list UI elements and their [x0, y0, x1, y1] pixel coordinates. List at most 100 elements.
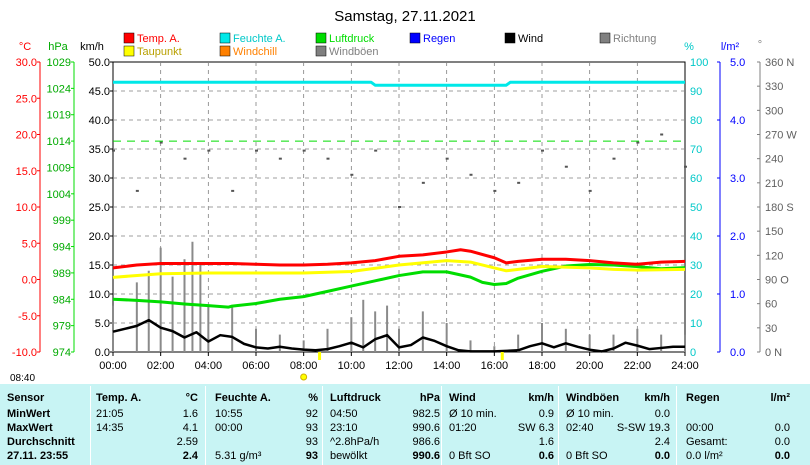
column-separator	[558, 386, 559, 465]
temp-tick-label: 30.0	[16, 57, 37, 69]
direction-point	[183, 157, 187, 160]
press-value: 982.5	[412, 408, 440, 420]
wind-tick-label: 25.0	[89, 202, 110, 214]
humid-value: 93	[305, 436, 318, 448]
gust-value: S-SW 19.3	[616, 422, 670, 434]
temp-tick-label: -5.0	[18, 311, 37, 323]
axes: °C hPa km/h% l/m² ° 30.0 25.0 20.0 15.0 10.0 5.0 0.…	[12, 39, 797, 372]
legend-swatch	[599, 32, 611, 44]
humid-tick-label: 0	[690, 347, 696, 359]
table-header-row: Sensor Temp. A. °C Feuchte A.% Luftdruck hPa W…	[0, 392, 810, 405]
humid-tick-label: 50	[690, 202, 702, 214]
wind-tick-label: 40.0	[89, 115, 110, 127]
time-tick-label: 04:00	[195, 360, 223, 372]
direction-point	[541, 149, 544, 152]
rain-value: 0.0	[774, 450, 790, 462]
gust-time: 02:40	[566, 422, 594, 434]
direction-point	[350, 173, 354, 176]
rain-tick-label: 3.0	[730, 173, 745, 185]
direction-point	[421, 181, 425, 184]
legend-label: Feuchte A.	[233, 33, 286, 45]
time-tick-label: 16:00	[481, 360, 509, 372]
temp-time: 14:35	[96, 422, 124, 434]
direction-point	[445, 157, 449, 160]
rain-tick-label: 0.0	[730, 347, 745, 359]
direction-point	[517, 181, 521, 184]
direction-point	[588, 189, 592, 192]
dir-tick-label: 330	[765, 81, 783, 93]
header-gust: Windböen	[566, 392, 620, 404]
humid-tick-label: 40	[690, 231, 702, 243]
humid-value: 93	[305, 422, 318, 434]
press-tick-label: 984	[53, 294, 71, 306]
direction-point	[374, 149, 378, 152]
humid-time: 10:55	[215, 408, 243, 420]
time-tick-label: 14:00	[433, 360, 461, 372]
plot-area	[112, 61, 687, 353]
column-separator	[441, 386, 442, 465]
legend-label: Richtung	[613, 33, 656, 45]
time-tick-label: 08:00	[290, 360, 318, 372]
dir-tick-label: 60	[765, 299, 777, 311]
wind-value: SW 6.3	[517, 422, 554, 434]
sun-icon	[300, 373, 308, 381]
press-time: bewölkt	[330, 450, 368, 462]
temp-value: 4.1	[182, 422, 198, 434]
time-tick-label: 10:00	[338, 360, 366, 372]
wind-value: 1.6	[538, 436, 554, 448]
header-humid: Feuchte A.	[215, 392, 271, 404]
press-time: 04:50	[330, 408, 358, 420]
dir-unit: °	[758, 39, 762, 51]
temp-tick-label: 10.0	[16, 202, 37, 214]
sunrise-time: 08:40	[10, 373, 35, 384]
humid-unit: %	[684, 41, 694, 53]
wind-tick-label: 0.0	[95, 347, 110, 359]
header-sensor: Sensor	[7, 392, 45, 404]
time-tick-label: 06:00	[242, 360, 270, 372]
legend-swatch	[315, 32, 327, 44]
rain-tick-label: 1.0	[730, 289, 745, 301]
wind-line	[112, 318, 685, 353]
direction-point	[231, 189, 235, 192]
grid	[113, 62, 685, 352]
press-tick-label: 1024	[47, 83, 71, 95]
temp-tick-label: 0.0	[22, 275, 37, 287]
legend-swatch	[123, 32, 135, 44]
legend-label: Wind	[518, 33, 543, 45]
direction-point	[684, 165, 687, 168]
column-separator	[90, 386, 91, 465]
dir-tick-label: 300	[765, 105, 783, 117]
temp-value: 2.4	[182, 450, 198, 462]
humidity-line	[113, 80, 685, 87]
press-tick-label: 1009	[47, 162, 71, 174]
direction-point	[636, 141, 640, 144]
humid-tick-label: 90	[690, 86, 702, 98]
header-humid-unit: %	[308, 392, 318, 404]
pressure-line	[112, 262, 686, 309]
dir-tick-label: 120	[765, 250, 783, 262]
direction-point	[112, 149, 115, 152]
legend-swatch	[409, 32, 421, 44]
row-label: MinWert	[7, 408, 51, 420]
rain-unit: l/m²	[721, 41, 740, 53]
time-tick-label: 18:00	[528, 360, 556, 372]
legend-label: Windchill	[233, 46, 277, 58]
humid-value: 93	[305, 450, 318, 462]
legend-label: Taupunkt	[137, 46, 182, 58]
rain-time: Gesamt:	[686, 436, 728, 448]
press-tick-label: 1014	[47, 136, 71, 148]
direction-point	[135, 189, 139, 192]
legend-swatch	[504, 32, 516, 44]
header-wind: Wind	[449, 392, 476, 404]
table-row: Durchschnitt 2.59 93 ^2.8hPa/h 986.6 1.6 2.4 Ge…	[0, 436, 810, 449]
time-tick-label: 22:00	[624, 360, 652, 372]
wind-value: 0.6	[538, 450, 554, 462]
humid-tick-label: 60	[690, 173, 702, 185]
press-tick-label: 979	[53, 321, 71, 333]
header-temp-unit: °C	[185, 392, 198, 404]
direction-point	[159, 141, 163, 144]
wind-tick-label: 30.0	[89, 173, 110, 185]
gust-time: Ø 10 min.	[566, 408, 614, 420]
gust-time: 0 Bft SO	[566, 450, 608, 462]
direction-point	[278, 157, 282, 160]
